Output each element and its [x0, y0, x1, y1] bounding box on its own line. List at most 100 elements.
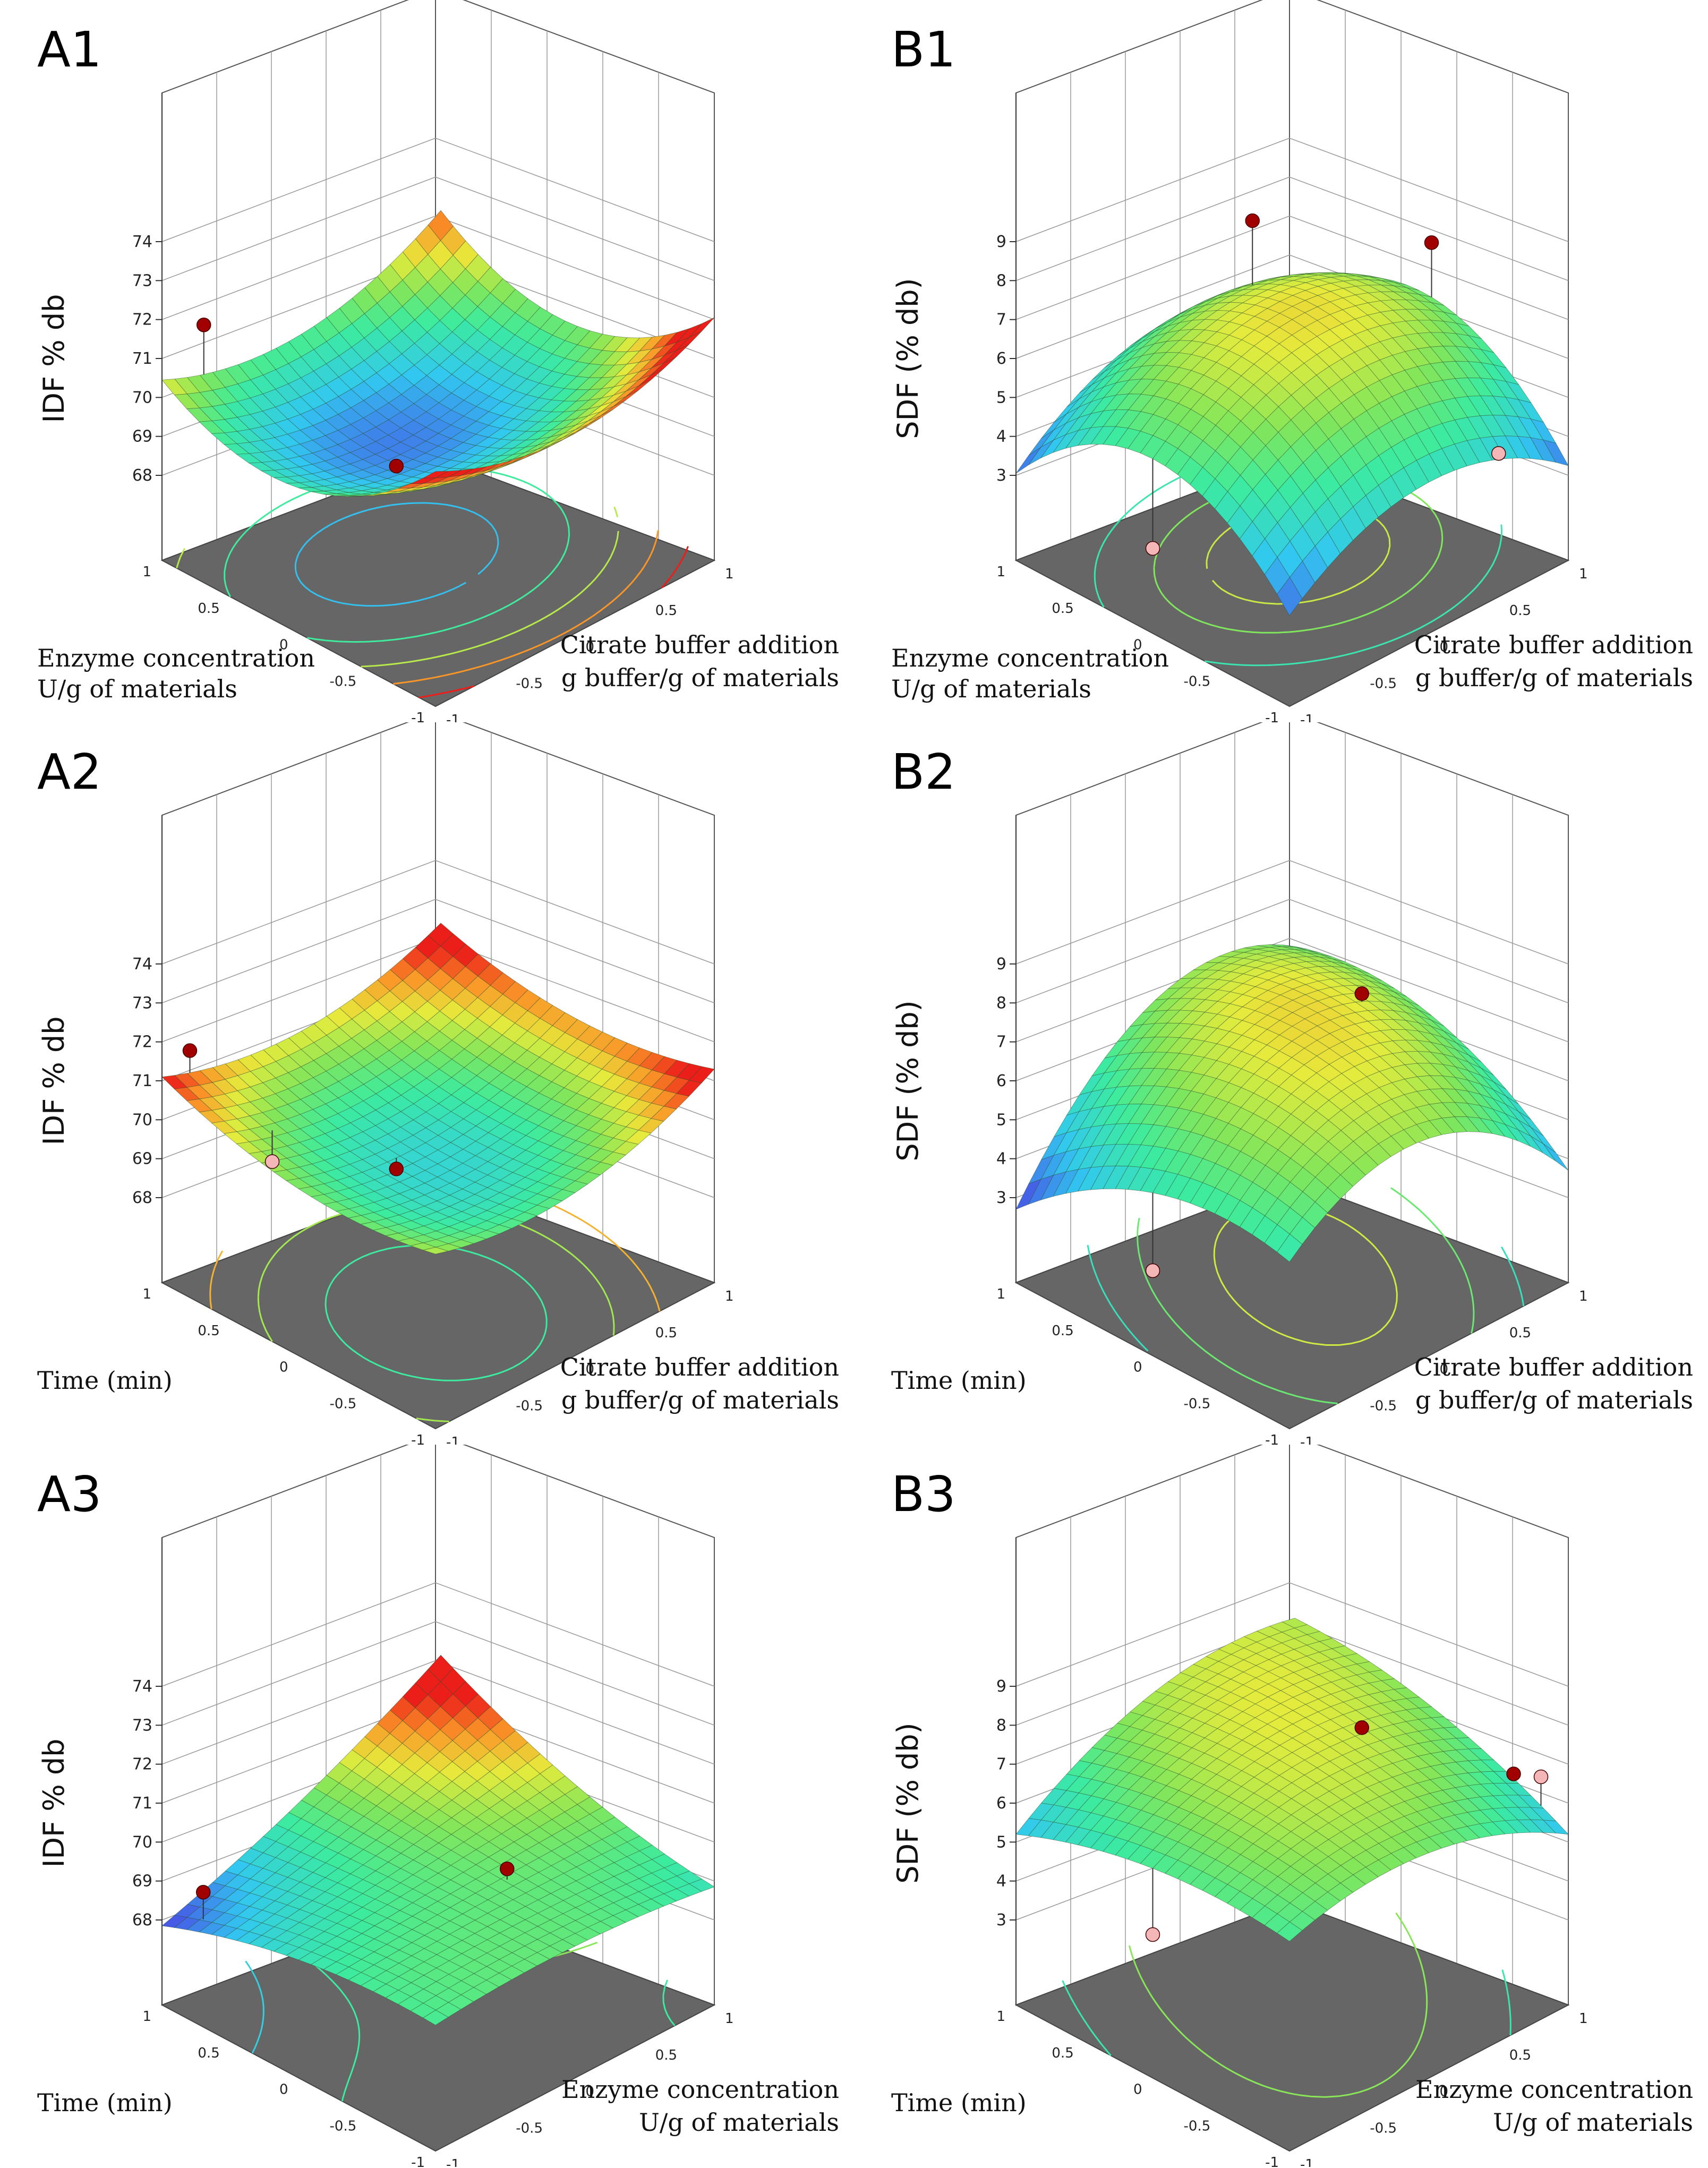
- contour-line: [393, 421, 659, 685]
- y-tick-label: 0.5: [1509, 1325, 1531, 1341]
- x-tick-label: 0.5: [1052, 601, 1073, 617]
- wall-grid-line: [1015, 254, 1569, 359]
- y-axis-title: Citrate buffer addition: [1414, 630, 1693, 659]
- x-axis-title: Time (min): [891, 2088, 1027, 2117]
- y-axis-title: g buffer/g of materials: [1415, 663, 1693, 692]
- contour-line: [245, 1960, 264, 2054]
- z-tick-label: 9: [996, 1677, 1006, 1696]
- wall-grid-line: [161, 899, 715, 1004]
- y-axis-title: U/g of materials: [639, 2108, 839, 2137]
- design-point: [1145, 541, 1160, 556]
- z-tick-label: 8: [996, 1716, 1006, 1735]
- y-tick-label: -0.5: [516, 2120, 543, 2136]
- z-tick-label: 71: [132, 1072, 152, 1090]
- x-tick-label: 1: [996, 2009, 1005, 2025]
- x-tick-label: 1: [142, 564, 151, 580]
- panel-a1: A1 68 69 70 71 72 73 74 IDF % db -1 -0.5 0 0.5 1 -1 -0…: [0, 0, 854, 722]
- y-tick-label: 0.5: [1509, 603, 1531, 619]
- surface-plot: 68 69 70 71 72 73 74 IDF % db -1 -0.5 0 0.5 1 -1 -0.5 0…: [37, 722, 839, 1445]
- y-tick-label: -1: [1300, 712, 1314, 722]
- x-axis-title: Time (min): [37, 2088, 173, 2117]
- z-tick-label: 6: [996, 1794, 1006, 1813]
- z-axis-title: SDF (% db): [891, 1722, 925, 1883]
- wall-grid-line: [161, 1660, 715, 1765]
- z-tick-label: 74: [132, 955, 152, 974]
- x-tick-label: -1: [411, 2155, 425, 2167]
- z-tick-label: 72: [132, 1755, 152, 1774]
- z-tick-label: 68: [132, 1911, 152, 1930]
- surface-patch: [1277, 1233, 1303, 1262]
- y-tick-label: -1: [446, 1435, 460, 1445]
- z-tick-label: 7: [996, 1755, 1006, 1774]
- contour-floor: [1014, 1900, 1570, 2152]
- y-tick-label: -0.5: [1370, 676, 1397, 692]
- z-tick-label: 4: [996, 428, 1006, 446]
- surface-patch: [1276, 1922, 1303, 1942]
- x-tick-label: 0.5: [1052, 2045, 1073, 2061]
- y-tick-label: 0.5: [1509, 2047, 1531, 2063]
- x-tick-label: 1: [142, 1286, 151, 1302]
- x-tick-label: 0.5: [1052, 1323, 1073, 1339]
- wall-grid-line: [1015, 899, 1569, 1004]
- y-tick-label: 1: [725, 566, 734, 582]
- x-tick-label: -0.5: [1184, 2118, 1211, 2134]
- z-tick-label: 6: [996, 1072, 1006, 1090]
- y-tick-label: 1: [1579, 566, 1588, 582]
- z-axis-title: IDF % db: [37, 1017, 71, 1146]
- z-tick-label: 4: [996, 1872, 1006, 1891]
- contour-lines: [1062, 1912, 1511, 2098]
- z-tick-label: 69: [132, 1150, 152, 1168]
- panel-a3: A3 68 69 70 71 72 73 74 IDF % db -1 -0.5 0 0.5 1 -1 -0…: [0, 1445, 854, 2167]
- x-tick-label: -0.5: [330, 1396, 357, 1412]
- contour-line: [294, 502, 499, 607]
- z-tick-label: 71: [132, 349, 152, 368]
- panel-label: A1: [37, 21, 102, 78]
- response-surface: [1015, 1618, 1569, 1942]
- z-tick-label: 8: [996, 271, 1006, 290]
- z-tick-label: 69: [132, 1872, 152, 1891]
- y-axis-title: Citrate buffer addition: [1414, 1353, 1693, 1381]
- contour-line: [1129, 1912, 1428, 2098]
- z-axis-title: SDF (% db): [891, 278, 925, 439]
- y-axis-title: g buffer/g of materials: [1415, 1386, 1693, 1414]
- contour-lines: [1087, 1146, 1525, 1405]
- design-point: [1354, 986, 1369, 1001]
- z-tick-label: 5: [996, 1833, 1006, 1851]
- y-tick-label: -1: [446, 712, 460, 722]
- y-tick-label: 1: [725, 1288, 734, 1304]
- z-tick-label: 73: [132, 271, 152, 290]
- y-tick-label: 0: [1440, 1362, 1449, 1378]
- panel-label: A3: [37, 1466, 102, 1523]
- y-axis-title: Citrate buffer addition: [560, 1353, 839, 1381]
- x-tick-label: -1: [1265, 2155, 1279, 2167]
- wall-grid-line: [1015, 1582, 1569, 1687]
- wall-grid-line: [161, 1621, 715, 1726]
- z-tick-label: 9: [996, 955, 1006, 974]
- design-point: [1506, 1766, 1521, 1781]
- x-tick-label: -0.5: [330, 673, 357, 689]
- contour-line: [419, 546, 689, 698]
- x-tick-label: 0: [279, 1360, 288, 1376]
- y-axis-title: Enzyme concentration: [561, 2075, 839, 2104]
- y-axis-title: g buffer/g of materials: [561, 663, 839, 692]
- design-point: [500, 1862, 515, 1876]
- wall-grid-line: [1015, 860, 1569, 964]
- wall-grid-line: [161, 215, 715, 320]
- design-point: [197, 318, 211, 332]
- y-tick-label: 1: [1579, 1288, 1588, 1304]
- surface-patch: [422, 1247, 449, 1254]
- z-tick-label: 70: [132, 388, 152, 407]
- z-axis-title: SDF (% db): [891, 1000, 925, 1161]
- surface-patch: [1277, 577, 1303, 616]
- design-point: [389, 1162, 404, 1176]
- z-tick-label: 7: [996, 311, 1006, 329]
- x-tick-label: -0.5: [330, 2118, 357, 2134]
- y-tick-label: 0: [1440, 2084, 1449, 2100]
- surface-plot: 3 4 5 6 7 8 9 SDF (% db) -1 -0.5 0 0.5 1 -1 -0.5 0 0.5 1 T…: [891, 722, 1693, 1445]
- wall-grid-line: [161, 176, 715, 281]
- panel-label: A2: [37, 744, 102, 800]
- x-tick-label: -0.5: [1184, 1396, 1211, 1412]
- z-tick-label: 72: [132, 311, 152, 329]
- x-tick-label: 0: [1133, 1360, 1142, 1376]
- z-tick-label: 74: [132, 233, 152, 251]
